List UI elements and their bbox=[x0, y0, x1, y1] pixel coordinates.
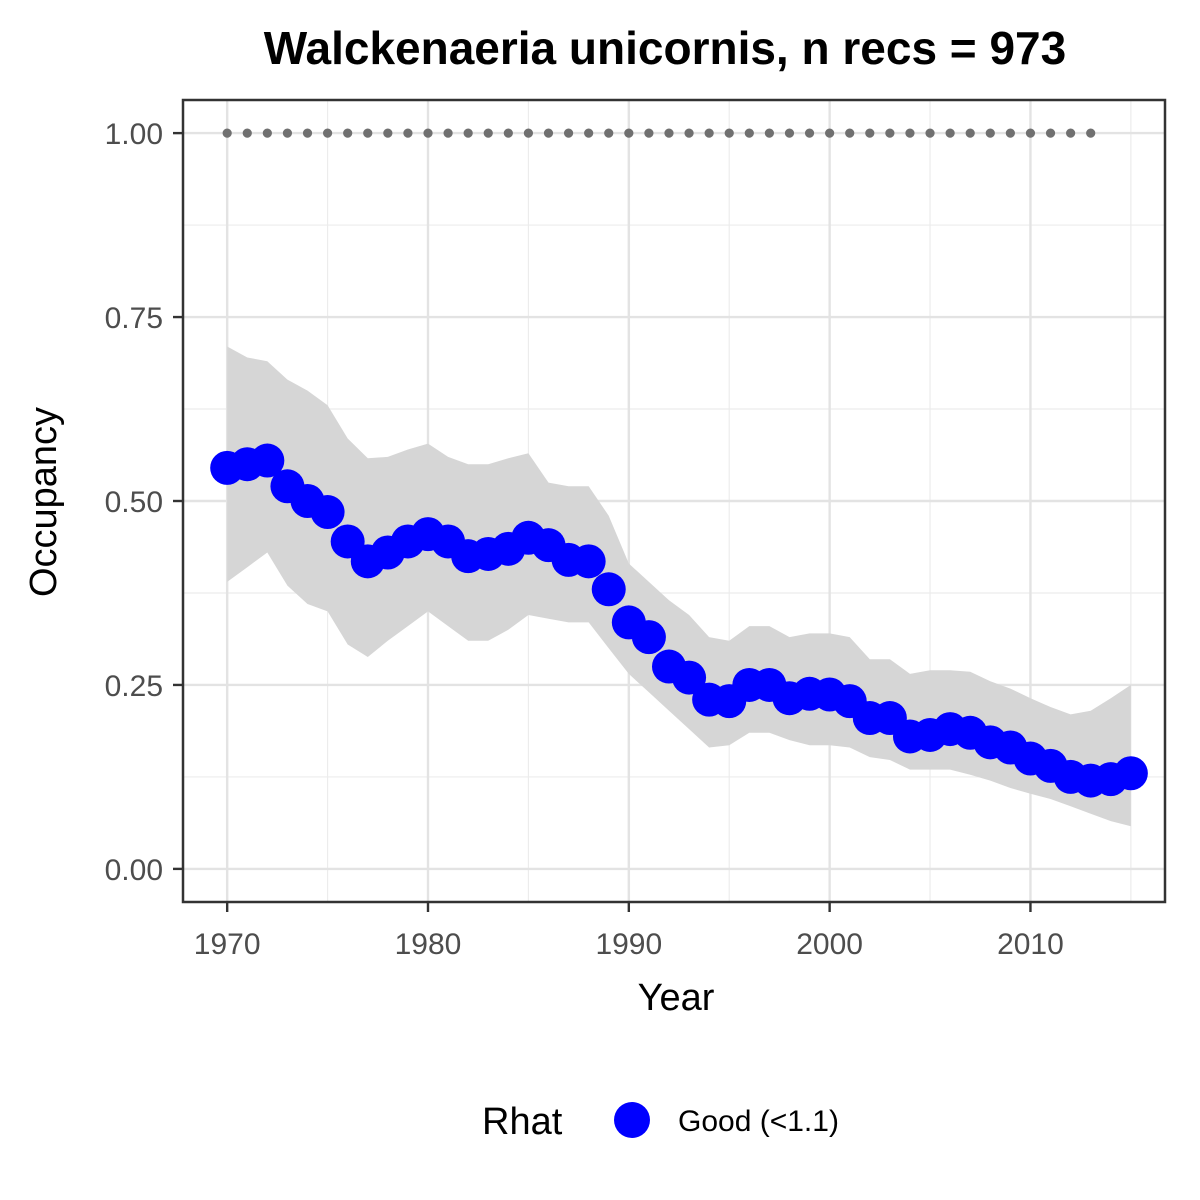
y-tick-label: 0.75 bbox=[105, 302, 163, 335]
reference-dot bbox=[503, 128, 513, 138]
occupancy-point bbox=[672, 660, 707, 695]
reference-dot bbox=[483, 128, 493, 138]
reference-dot bbox=[624, 128, 634, 138]
reference-dot bbox=[825, 128, 835, 138]
reference-dot bbox=[644, 128, 654, 138]
legend-label-good: Good (<1.1) bbox=[678, 1105, 839, 1138]
reference-dot bbox=[1025, 128, 1036, 138]
occupancy-point bbox=[1113, 756, 1148, 791]
occupancy-point bbox=[631, 620, 666, 655]
reference-dot bbox=[905, 128, 915, 138]
reference-dot bbox=[704, 128, 714, 138]
reference-dot bbox=[764, 128, 774, 138]
reference-dot bbox=[543, 128, 554, 138]
y-tick-label: 1.00 bbox=[105, 118, 163, 151]
legend-key-good bbox=[614, 1102, 650, 1138]
reference-dot bbox=[302, 128, 313, 138]
reference-dot bbox=[885, 128, 895, 138]
x-tick-label: 1990 bbox=[595, 928, 662, 961]
reference-dot bbox=[985, 128, 995, 138]
axes-layer: 0.00 0.25 0.50 0.75 1.00 1970 1980 1990 2000 2010 bbox=[105, 118, 1064, 961]
reference-dot bbox=[463, 128, 473, 138]
reference-dot bbox=[1066, 128, 1076, 138]
reference-dot bbox=[604, 128, 614, 138]
occupancy-point bbox=[591, 572, 626, 607]
reference-dot bbox=[423, 128, 433, 138]
y-tick-label: 0.25 bbox=[105, 670, 163, 703]
reference-dot bbox=[563, 128, 574, 138]
occupancy-point bbox=[250, 443, 285, 478]
reference-dot bbox=[1005, 128, 1015, 138]
occupancy-point bbox=[571, 544, 606, 579]
reference-dot bbox=[845, 128, 855, 138]
reference-dot bbox=[282, 128, 293, 138]
reference-dot bbox=[383, 128, 393, 138]
reference-dot bbox=[965, 128, 975, 138]
reference-dot bbox=[322, 128, 333, 138]
legend-title: Rhat bbox=[482, 1101, 563, 1143]
x-tick-label: 1970 bbox=[194, 928, 261, 961]
reference-dot bbox=[925, 128, 935, 138]
reference-dot bbox=[222, 128, 232, 138]
reference-dot bbox=[664, 128, 674, 138]
occupancy-point bbox=[310, 495, 345, 530]
y-axis-title: Occupancy bbox=[23, 407, 65, 597]
legend: Rhat Good (<1.1) bbox=[482, 1101, 839, 1143]
y-tick-label: 0.00 bbox=[105, 854, 163, 887]
occupancy-points-layer bbox=[210, 443, 1148, 798]
reference-dot bbox=[343, 128, 353, 138]
reference-dot bbox=[242, 128, 252, 138]
reference-dot bbox=[945, 128, 955, 138]
chart-title: Walckenaeria unicornis, n recs = 973 bbox=[264, 22, 1066, 74]
reference-dot bbox=[784, 128, 795, 138]
reference-dot bbox=[1045, 128, 1056, 138]
reference-dots-layer bbox=[222, 128, 1096, 138]
x-tick-label: 2010 bbox=[997, 928, 1064, 961]
reference-dot bbox=[744, 128, 754, 138]
y-tick-label: 0.50 bbox=[105, 486, 163, 519]
reference-dot bbox=[403, 128, 413, 138]
reference-dot bbox=[1086, 128, 1096, 138]
reference-dot bbox=[262, 128, 272, 138]
x-axis-title: Year bbox=[638, 977, 715, 1019]
reference-dot bbox=[523, 128, 534, 138]
confidence-ribbon-layer bbox=[227, 346, 1131, 827]
confidence-ribbon bbox=[227, 346, 1131, 827]
reference-dot bbox=[363, 128, 373, 138]
reference-dot bbox=[684, 128, 694, 138]
reference-dot bbox=[724, 128, 734, 138]
x-tick-label: 1980 bbox=[395, 928, 462, 961]
reference-dot bbox=[865, 128, 875, 138]
reference-dot bbox=[804, 128, 815, 138]
x-tick-label: 2000 bbox=[796, 928, 863, 961]
reference-dot bbox=[443, 128, 453, 138]
reference-dot bbox=[584, 128, 594, 138]
